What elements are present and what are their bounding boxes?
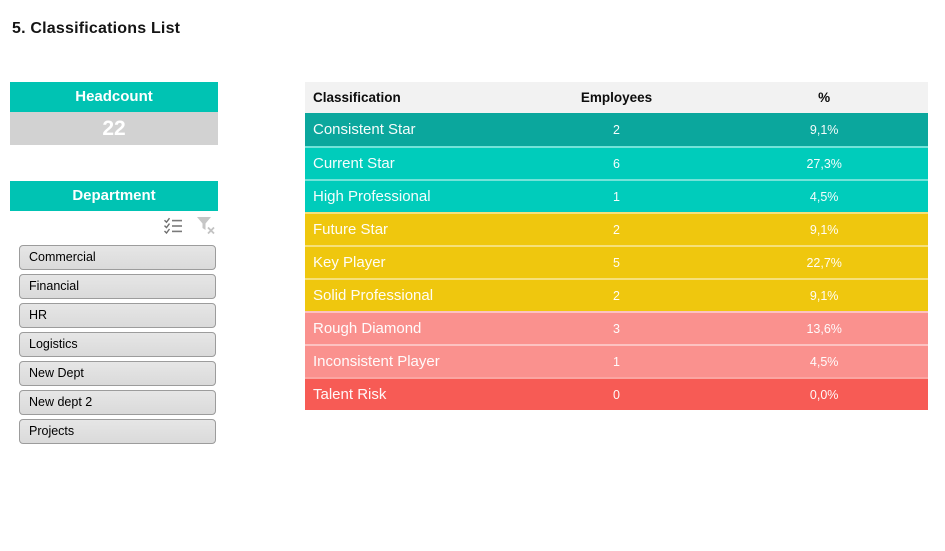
slicer-item-label: HR [29, 308, 48, 322]
headcount-card-header: Headcount [10, 82, 218, 112]
department-slicer-item[interactable]: Financial [19, 274, 216, 299]
classification-cell: Future Star [313, 221, 389, 238]
percent-cell: 22,7% [806, 255, 842, 270]
classification-cell: High Professional [313, 188, 431, 205]
percent-cell: 0,0% [809, 387, 839, 402]
page-title: 5. Classifications List [12, 20, 181, 37]
percent-cell: 9,1% [809, 222, 839, 237]
employees-cell: 2 [613, 222, 620, 237]
percent-cell: 27,3% [806, 156, 842, 171]
employees-cell: 2 [613, 122, 620, 137]
classification-cell: Talent Risk [313, 386, 387, 403]
table-row: Solid Professional 2 9,1% [305, 278, 928, 311]
table-row: Talent Risk 0 0,0% [305, 377, 928, 410]
department-slicer-list: Commercial Financial HR Logistics New De… [19, 245, 216, 444]
employees-cell: 2 [613, 288, 620, 303]
percent-cell: 4,5% [809, 189, 839, 204]
department-slicer-item[interactable]: Projects [19, 419, 216, 444]
classification-cell: Consistent Star [313, 121, 416, 138]
slicer-item-label: Projects [29, 424, 75, 438]
table-row: Key Player 5 22,7% [305, 245, 928, 278]
percent-cell: 4,5% [809, 354, 839, 369]
column-header-percent: % [818, 90, 831, 105]
column-header-classification: Classification [313, 90, 401, 105]
slicer-item-label: New dept 2 [29, 395, 93, 409]
clear-filter-icon[interactable] [195, 215, 216, 235]
slicer-item-label: Financial [29, 279, 80, 293]
department-slicer-item[interactable]: New Dept [19, 361, 216, 386]
department-slicer-header: Department [10, 181, 218, 211]
percent-cell: 13,6% [806, 321, 842, 336]
department-slicer-item[interactable]: New dept 2 [19, 390, 216, 415]
table-row: Consistent Star 2 9,1% [305, 113, 928, 146]
classification-cell: Key Player [313, 254, 386, 271]
classification-cell: Rough Diamond [313, 320, 422, 337]
employees-cell: 3 [613, 321, 620, 336]
employees-cell: 1 [613, 189, 620, 204]
slicer-item-label: New Dept [29, 366, 84, 380]
column-header-employees: Employees [580, 90, 653, 105]
percent-cell: 9,1% [809, 122, 839, 137]
employees-cell: 0 [613, 387, 620, 402]
classification-cell: Inconsistent Player [313, 353, 440, 370]
table-row: High Professional 1 4,5% [305, 179, 928, 212]
classification-table: Classification Employees % Consistent St… [305, 82, 928, 410]
slicer-item-label: Logistics [29, 337, 78, 351]
classification-cell: Current Star [313, 155, 395, 172]
department-slicer-item[interactable]: Commercial [19, 245, 216, 270]
employees-cell: 6 [613, 156, 620, 171]
table-row: Future Star 2 9,1% [305, 212, 928, 245]
employees-cell: 5 [613, 255, 620, 270]
multi-select-icon[interactable] [163, 217, 184, 234]
department-slicer-item[interactable]: HR [19, 303, 216, 328]
department-slicer-toolbar [10, 214, 218, 236]
department-slicer-item[interactable]: Logistics [19, 332, 216, 357]
employees-cell: 1 [613, 354, 620, 369]
table-row: Current Star 6 27,3% [305, 146, 928, 179]
classification-cell: Solid Professional [313, 287, 434, 304]
slicer-item-label: Commercial [29, 250, 96, 264]
table-row: Inconsistent Player 1 4,5% [305, 344, 928, 377]
table-row: Rough Diamond 3 13,6% [305, 311, 928, 344]
table-header-row: Classification Employees % [305, 82, 928, 113]
percent-cell: 9,1% [809, 288, 839, 303]
headcount-value: 22 [10, 112, 218, 145]
